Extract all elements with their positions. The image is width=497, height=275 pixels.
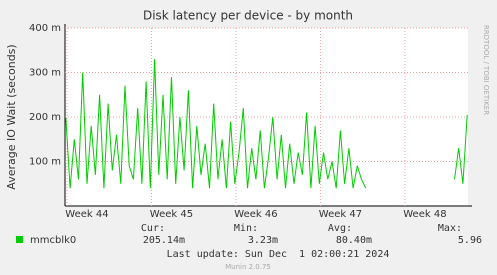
y-tick-label: 400 m [29,23,61,34]
y-axis-label: Average IO Wait (seconds) [5,44,18,189]
legend-value: 80.40m [336,235,372,246]
x-tick-label: Week 48 [403,209,446,220]
last-update: Last update: Sun Dec 1 02:00:21 2024 [167,249,390,260]
series-line [65,59,468,189]
x-tick-label: Week 45 [150,209,193,220]
legend-value: 205.14m [143,235,185,246]
legend-label: mmcblk0 [30,235,76,246]
legend-header: Max: [438,223,462,234]
y-tick-label: 300 m [29,68,61,79]
legend-header: Avg: [328,223,352,234]
legend-value: 5.96 [458,235,482,246]
y-tick-label: 200 m [29,112,61,123]
watermark: RRDTOOL / TOBI OETIKER [482,25,490,115]
chart-title: Disk latency per device - by month [143,9,353,23]
footer: Munin 2.0.75 [225,263,271,271]
legend-header: Min: [234,223,258,234]
x-tick-label: Week 46 [234,209,277,220]
y-tick-label: 100 m [29,157,61,168]
legend-swatch [16,236,23,243]
x-tick-label: Week 47 [319,209,362,220]
legend-value: 3.23m [248,235,278,246]
legend-header: Cur: [141,223,165,234]
x-tick-label: Week 44 [65,209,108,220]
